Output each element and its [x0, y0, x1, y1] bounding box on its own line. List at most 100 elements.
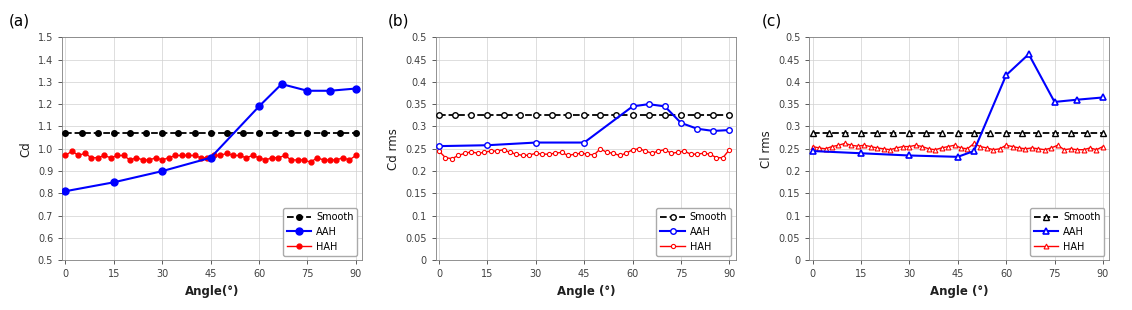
HAH: [909, 143, 923, 147]
AAH: [691, 127, 704, 131]
HAH: [490, 149, 504, 153]
HAH: [593, 147, 607, 151]
HAH: [947, 143, 961, 147]
HAH: [59, 154, 72, 157]
Text: (c): (c): [762, 13, 781, 28]
Smooth: [1064, 131, 1078, 135]
HAH: [329, 158, 343, 162]
HAH: [612, 154, 626, 157]
HAH: [71, 154, 85, 157]
HAH: [600, 151, 614, 154]
HAH: [278, 154, 292, 157]
X-axis label: Angle (°): Angle (°): [931, 285, 988, 298]
HAH: [986, 148, 1000, 152]
Smooth: [919, 131, 933, 135]
HAH: [568, 152, 582, 156]
AAH: [967, 149, 980, 153]
AAH: [951, 155, 964, 159]
HAH: [143, 158, 156, 162]
HAH: [1050, 143, 1064, 147]
AAH: [252, 104, 266, 108]
AAH: [155, 169, 169, 173]
HAH: [626, 148, 640, 152]
Smooth: [561, 113, 575, 117]
HAH: [239, 156, 252, 160]
Smooth: [268, 131, 282, 135]
HAH: [961, 147, 975, 151]
HAH: [638, 149, 652, 153]
HAH: [1064, 147, 1078, 151]
Y-axis label: Cd: Cd: [19, 141, 33, 157]
HAH: [207, 154, 221, 157]
HAH: [246, 154, 259, 157]
HAH: [548, 151, 561, 155]
HAH: [155, 158, 169, 162]
HAH: [717, 156, 730, 160]
Smooth: [432, 113, 446, 117]
HAH: [97, 154, 111, 157]
Smooth: [497, 113, 511, 117]
HAH: [174, 154, 188, 157]
Smooth: [108, 131, 121, 135]
Smooth: [675, 113, 688, 117]
Smooth: [1015, 131, 1029, 135]
HAH: [658, 148, 671, 152]
Smooth: [806, 131, 820, 135]
HAH: [529, 151, 542, 155]
Smooth: [237, 131, 250, 135]
HAH: [214, 154, 228, 157]
HAH: [684, 152, 697, 156]
HAH: [117, 154, 130, 157]
AAH: [806, 149, 820, 153]
HAH: [1019, 147, 1032, 151]
Smooth: [220, 131, 233, 135]
Line: Smooth: Smooth: [436, 113, 732, 118]
HAH: [871, 146, 884, 150]
AAH: [59, 189, 72, 193]
HAH: [1083, 146, 1097, 150]
Line: HAH: HAH: [811, 141, 1105, 152]
Line: HAH: HAH: [63, 148, 358, 165]
AAH: [1096, 95, 1109, 99]
Line: AAH: AAH: [62, 81, 359, 195]
Smooth: [59, 131, 72, 135]
HAH: [664, 151, 678, 155]
HAH: [343, 158, 357, 162]
X-axis label: Angle (°): Angle (°): [557, 285, 615, 298]
HAH: [671, 151, 685, 154]
Smooth: [284, 131, 298, 135]
HAH: [607, 151, 620, 155]
HAH: [588, 153, 601, 157]
HAH: [928, 148, 942, 152]
Smooth: [529, 113, 542, 117]
HAH: [542, 152, 556, 156]
AAH: [722, 128, 736, 132]
Smooth: [123, 131, 137, 135]
HAH: [188, 154, 201, 157]
Smooth: [546, 113, 559, 117]
HAH: [832, 143, 846, 147]
HAH: [1031, 147, 1045, 151]
AAH: [481, 143, 495, 147]
HAH: [691, 152, 704, 156]
AAH: [301, 89, 315, 93]
Smooth: [577, 113, 591, 117]
HAH: [844, 143, 858, 147]
HAH: [317, 158, 331, 162]
HAH: [85, 156, 98, 160]
Legend: Smooth, AAH, HAH: Smooth, AAH, HAH: [283, 208, 358, 255]
Smooth: [1048, 131, 1062, 135]
HAH: [284, 158, 298, 162]
HAH: [291, 158, 305, 162]
Line: AAH: AAH: [436, 101, 732, 149]
AAH: [902, 154, 916, 157]
Smooth: [333, 131, 346, 135]
Smooth: [706, 113, 720, 117]
Smooth: [593, 113, 607, 117]
AAH: [577, 141, 591, 144]
Smooth: [349, 131, 362, 135]
HAH: [516, 154, 530, 157]
HAH: [432, 149, 446, 153]
HAH: [974, 145, 987, 148]
Smooth: [448, 113, 462, 117]
